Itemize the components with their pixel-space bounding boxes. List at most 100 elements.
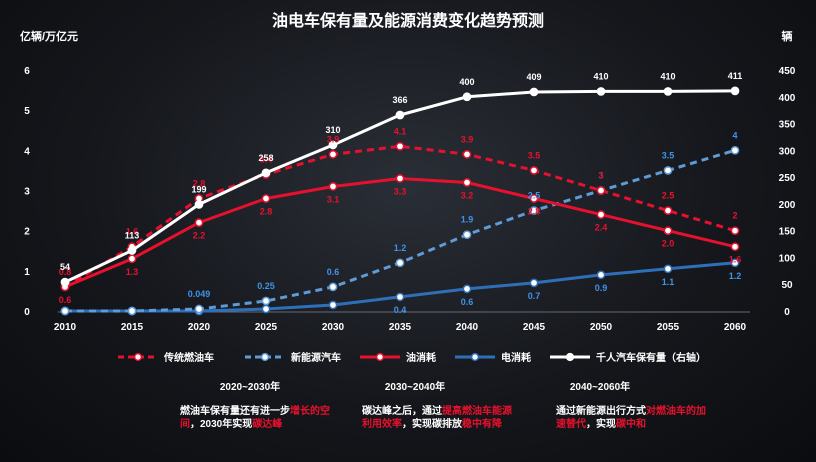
left-tick-label: 0 [24, 307, 30, 318]
series-point-3 [328, 300, 338, 310]
series-line-0 [64, 144, 736, 289]
series-point-4 [127, 246, 137, 255]
x-tick-label: 2040 [456, 322, 479, 333]
data-label-3: 0.6 [461, 297, 474, 307]
series-point-0 [529, 166, 539, 175]
legend-marker-2 [375, 352, 385, 362]
data-label-2: 2.8 [260, 207, 273, 217]
series-point-0 [328, 150, 338, 159]
x-tick-label: 2015 [121, 322, 144, 333]
data-label-4: 310 [325, 125, 340, 135]
data-label-3: 0.7 [528, 291, 541, 301]
x-tick-label: 2010 [54, 322, 77, 333]
left-tick-label: 6 [24, 66, 30, 77]
period-2-highlight-2: 稳中有降 [462, 419, 502, 430]
data-label-0: 1.6 [126, 227, 139, 237]
x-tick-label: 2050 [590, 322, 613, 333]
chart-title: 油电车保有量及能源消费变化趋势预测 [272, 11, 544, 30]
x-tick-label: 2055 [657, 322, 680, 333]
series-point-2 [663, 226, 673, 236]
data-label-2: 2.4 [595, 223, 608, 233]
series-point-1 [194, 304, 204, 314]
data-label-4: 199 [191, 184, 206, 194]
data-label-0: 3.9 [327, 134, 340, 144]
left-tick-label: 2 [24, 227, 30, 238]
period-titles: 2020~2030年 2030~2040年 2040~2060年 [220, 380, 630, 393]
data-label-0: 3.5 [528, 150, 541, 160]
right-axis-ticks: 0 50 100 150 200 250 300 350 400 450 [779, 66, 796, 318]
legend-label-2: 油消耗 [406, 351, 436, 364]
right-tick-label: 400 [779, 93, 796, 104]
data-label-1: 0.049 [188, 289, 211, 299]
period-3-highlight-1: 对燃油车的加速替代 [556, 406, 706, 430]
data-label-4: 113 [125, 230, 140, 240]
series-point-2 [462, 178, 472, 187]
legend-marker-4 [565, 352, 575, 362]
period-3-text: 通过新能源出行方式 [556, 406, 646, 417]
series-point-2 [261, 194, 271, 203]
period-title-1: 2020~2030年 [220, 380, 280, 393]
series-point-2 [127, 254, 137, 264]
series-point-3 [596, 270, 606, 280]
right-tick-label: 0 [784, 307, 790, 318]
right-axis-unit: 辆 [782, 29, 793, 43]
data-label-0: 0.8 [59, 267, 72, 277]
series-point-3 [529, 278, 539, 288]
data-label-2: 3.1 [327, 194, 340, 204]
data-label-0: 3.9 [461, 134, 474, 144]
series-point-3 [730, 258, 740, 268]
x-tick-label: 2020 [188, 322, 211, 333]
series-point-4 [194, 200, 204, 209]
legend-label-1: 新能源汽车 [291, 351, 341, 364]
period-2-text-mid: ，实现碳排放 [402, 419, 462, 430]
period-2-text: 碳达峰之后，通过 [362, 406, 442, 417]
data-label-1: 3.5 [662, 150, 675, 160]
legend-marker-0 [133, 352, 143, 362]
data-label-3: 1.1 [662, 277, 675, 287]
data-label-4: 54 [60, 262, 70, 272]
data-label-1: 0.6 [327, 267, 340, 277]
data-label-4: 411 [728, 71, 743, 81]
period-title-2: 2030~2040年 [385, 380, 445, 393]
period-3-text-mid: ，实现 [586, 419, 616, 430]
x-tick-label: 2030 [322, 322, 345, 333]
series-point-4 [596, 87, 606, 96]
legend-marker-1 [260, 352, 270, 362]
series-point-1 [328, 282, 338, 292]
data-label-2: 3.3 [394, 186, 407, 196]
series-line-3 [65, 261, 736, 313]
series-point-0 [730, 226, 740, 236]
right-tick-label: 350 [779, 120, 796, 131]
data-label-4: 409 [526, 72, 541, 82]
data-label-4: 366 [392, 95, 407, 105]
data-label-0: 3 [598, 171, 603, 181]
data-label-2: 2.8 [528, 207, 541, 217]
series-point-4 [529, 87, 539, 97]
series-point-4 [730, 86, 740, 96]
period-1-highlight-2: 碳达峰 [252, 419, 283, 430]
data-label-4: 400 [459, 77, 474, 87]
period-title-3: 2040~2060年 [570, 380, 630, 393]
left-tick-label: 4 [24, 146, 30, 157]
period-3-highlight-2: 碳中和 [616, 419, 646, 430]
left-axis-unit: 亿辆/万亿元 [20, 29, 78, 43]
x-tick-label: 2045 [523, 322, 546, 333]
x-tick-label: 2025 [255, 322, 278, 333]
series-point-1 [462, 230, 472, 240]
right-tick-label: 250 [779, 173, 796, 184]
series-point-1 [529, 206, 539, 215]
data-label-0: 4.1 [394, 126, 407, 136]
data-label-1: 1.2 [394, 243, 407, 253]
series-point-1 [261, 296, 271, 306]
series-point-0 [596, 186, 606, 195]
series-point-0 [462, 150, 472, 159]
series-point-4 [462, 92, 472, 102]
legend-marker-3 [470, 352, 480, 362]
period-2-highlight-1: 提高燃油车能源利用效率 [362, 406, 512, 430]
data-label-4: 258 [258, 153, 273, 163]
period-description-1: 燃油车保有量还有进一步增长的空间，2030年实现碳达峰 [180, 405, 330, 431]
data-label-3: 0.9 [595, 283, 608, 293]
data-label-0: 3.4 [260, 154, 273, 164]
